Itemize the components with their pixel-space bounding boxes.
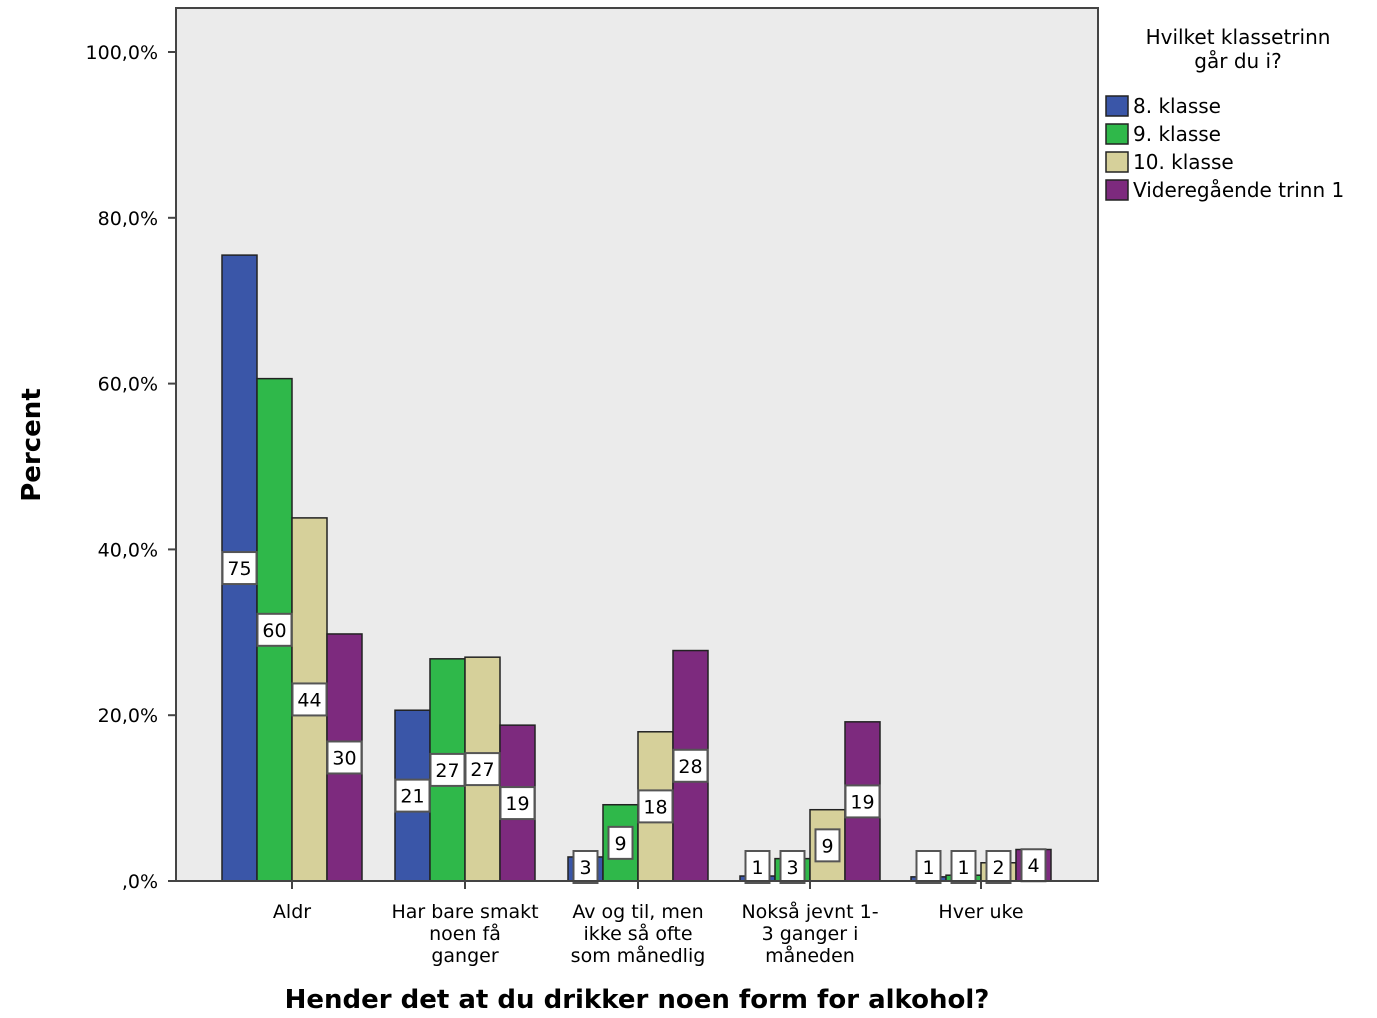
data-label: 18 [637,789,674,824]
data-label: 60 [256,612,293,647]
x-axis: Aldr Har bare smakt noen få ganger Av og til… [176,880,1098,967]
svg-text:1: 1 [957,857,969,879]
data-label: 1 [915,850,942,884]
data-label: 4 [1020,848,1047,883]
data-label: 3 [572,850,599,884]
svg-text:75: 75 [227,558,251,580]
legend-swatch [1105,123,1129,145]
svg-text:1: 1 [751,857,763,879]
data-label: 30 [326,740,363,775]
x-category-label: Aldr [273,901,311,923]
y-tick-label: 60,0% [98,374,158,396]
y-tick-label: 40,0% [98,539,158,561]
svg-text:28: 28 [678,756,702,778]
data-labels-group: 75 60 44 30 21 27 27 19 3 9 18 28 1 3 9 19 1 1 2 4 [221,551,1047,884]
legend-swatch [1105,151,1129,173]
svg-text:9: 9 [614,833,626,855]
svg-text:3: 3 [786,857,798,879]
legend-item: 9. klasse [1105,122,1221,146]
data-label: 1 [744,850,771,884]
y-axis-title: Percent [17,388,47,502]
svg-text:27: 27 [435,760,459,782]
legend-label: Videregående trinn 1 [1133,178,1344,202]
svg-text:44: 44 [297,689,321,711]
svg-text:60: 60 [262,620,286,642]
data-label: 27 [429,752,466,787]
data-label: 19 [499,786,536,821]
legend-label: 9. klasse [1133,122,1221,146]
y-tick-label: 100,0% [86,42,158,64]
data-label: 9 [814,828,841,863]
data-label: 9 [607,825,634,860]
data-label: 27 [464,752,501,787]
svg-text:19: 19 [850,791,874,813]
data-label: 1 [950,850,977,884]
legend-title: Hvilket klassetrinn går du i? [1146,25,1331,73]
data-label: 75 [221,551,258,586]
data-label: 19 [844,784,881,819]
svg-text:1: 1 [922,857,934,879]
svg-text:21: 21 [400,786,424,808]
legend-swatch [1105,179,1129,201]
legend-item: 10. klasse [1105,150,1234,174]
data-label: 28 [672,748,709,783]
svg-text:2: 2 [992,857,1004,879]
y-tick-label: 80,0% [98,208,158,230]
legend-label: 10. klasse [1133,150,1234,174]
y-tick-label: ,0% [122,871,158,893]
svg-text:9: 9 [821,835,833,857]
x-axis-title: Hender det at du drikker noen form for a… [285,985,990,1015]
y-axis: ,0% 20,0% 40,0% 60,0% 80,0% 100,0% [86,8,177,893]
svg-text:18: 18 [643,796,667,818]
legend-item: 8. klasse [1105,94,1221,118]
legend-swatch [1105,95,1129,117]
legend: Hvilket klassetrinn går du i? 8. klasse 9. … [1105,25,1344,202]
legend-label: 8. klasse [1133,94,1221,118]
x-category-label: Av og til, men ikke så ofte som månedlig [571,901,706,967]
data-label: 21 [394,778,431,813]
data-label: 2 [985,850,1012,884]
y-tick-label: 20,0% [98,705,158,727]
x-category-label: Hver uke [938,901,1023,923]
svg-text:19: 19 [505,793,529,815]
data-label: 44 [291,682,328,717]
svg-text:3: 3 [579,857,591,879]
data-label: 3 [779,850,806,884]
x-category-label: Nokså jevnt 1-3 ganger i måneden [741,900,878,967]
svg-text:27: 27 [470,759,494,781]
legend-item: Videregående trinn 1 [1105,178,1344,202]
x-category-label: Har bare smakt noen få ganger [391,901,538,967]
svg-text:4: 4 [1027,855,1039,877]
svg-text:30: 30 [332,747,356,769]
